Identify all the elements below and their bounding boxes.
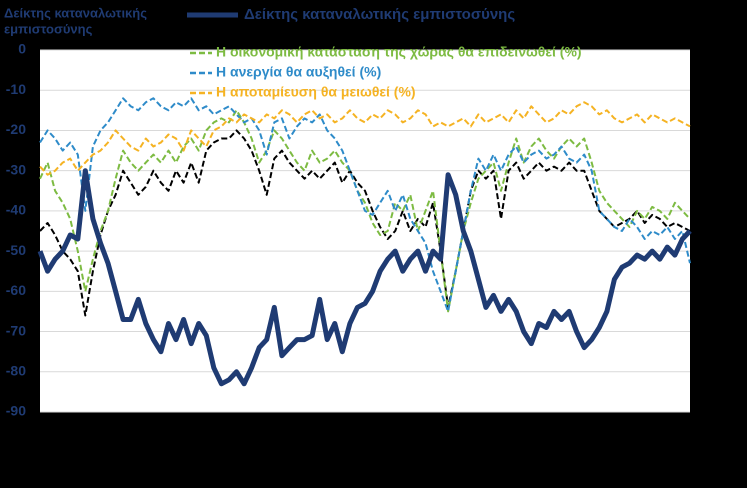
- y-tick-label: -10: [6, 81, 26, 97]
- series-line: [39, 97, 691, 313]
- y-tick-label: -50: [6, 242, 26, 258]
- series-line: [39, 129, 691, 317]
- y-tick-label: -20: [6, 121, 26, 137]
- y-tick-label: -40: [6, 202, 26, 218]
- y-tick-label: -60: [6, 282, 26, 298]
- legend: Δείκτης καταναλωτικής εμπιστοσύνης Η οικο…: [187, 6, 582, 100]
- series-line: [37, 168, 692, 387]
- legend-label: Η οικονομική κατάσταση της χώρας θα επιδ…: [216, 44, 582, 60]
- y-tick-label: -70: [6, 322, 26, 338]
- series-line: [39, 101, 691, 176]
- y-tick-label: 0: [18, 41, 26, 57]
- series-line: [39, 109, 691, 313]
- y-label: Δείκτης καταναλωτικής: [4, 5, 147, 20]
- legend-label: Η ανεργία θα αυξηθεί (%): [216, 64, 381, 80]
- y-tick-label: -30: [6, 161, 26, 177]
- y-tick-label: -90: [6, 403, 26, 419]
- legend-label: Η αποταμίευση θα μειωθεί (%): [216, 84, 416, 100]
- y-tick-label: -80: [6, 362, 26, 378]
- legend-label: Δείκτης καταναλωτικής εμπιστοσύνης: [244, 6, 515, 23]
- plot-area: [40, 50, 690, 412]
- y-label: εμπιστοσύνης: [4, 21, 93, 36]
- lines: [37, 97, 692, 387]
